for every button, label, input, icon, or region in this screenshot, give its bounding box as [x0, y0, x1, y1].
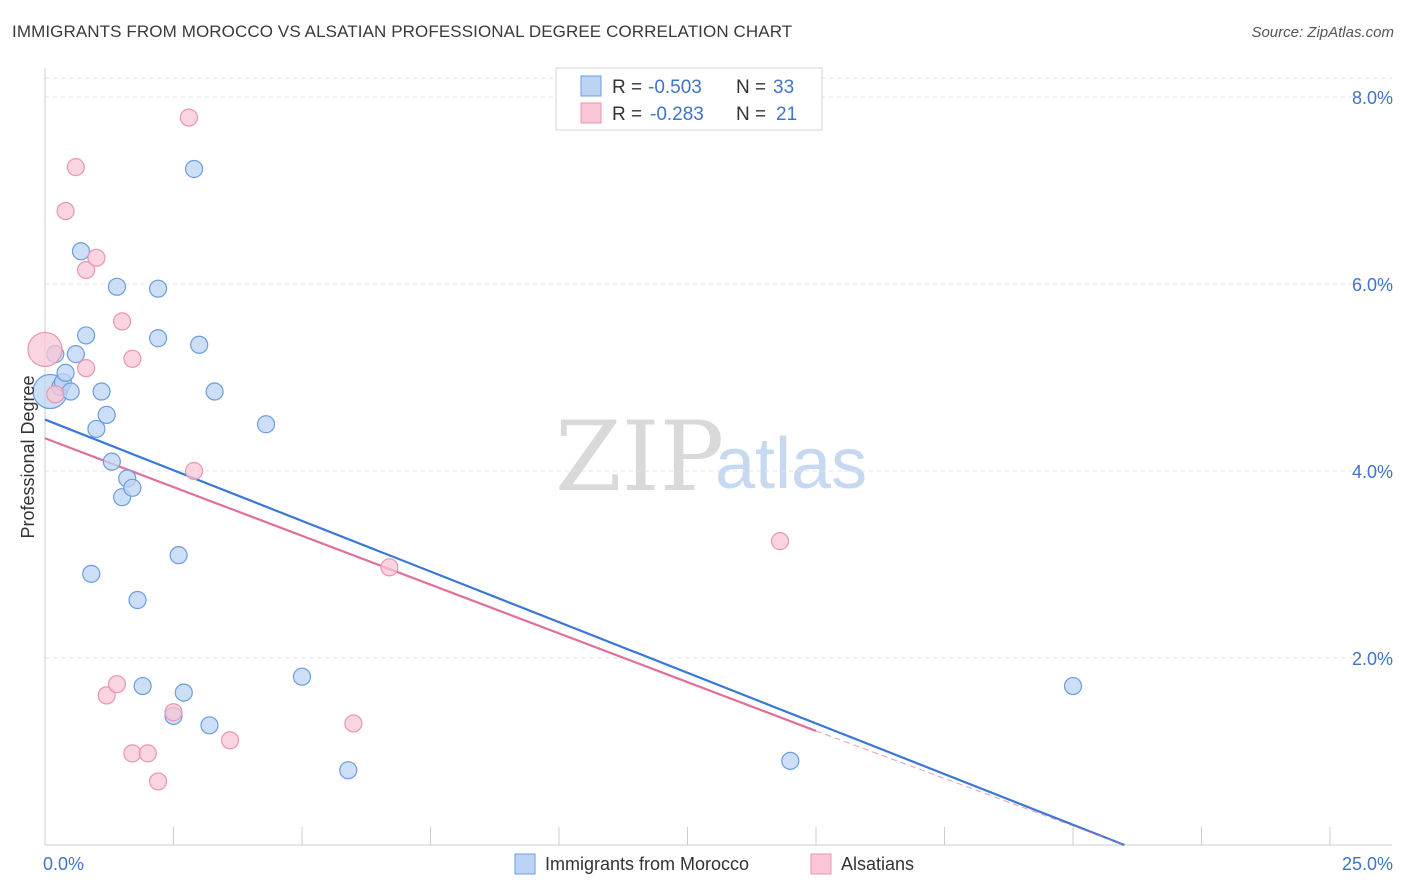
trendline-alsatians	[44, 437, 817, 732]
point-morocco	[292, 667, 312, 686]
point-alsatians	[184, 461, 204, 481]
point-morocco	[77, 326, 96, 345]
point-morocco	[92, 382, 111, 401]
y-tick-label: 2.0%	[1352, 649, 1393, 669]
point-alsatians	[66, 158, 85, 177]
point-alsatians	[179, 108, 199, 127]
grid-lines	[45, 77, 1392, 659]
point-alsatians	[77, 260, 96, 280]
point-alsatians	[107, 675, 127, 694]
point-morocco	[200, 716, 219, 735]
point-morocco	[82, 564, 101, 583]
point-morocco	[123, 478, 142, 497]
x-tick-label-min: 0.0%	[43, 854, 84, 874]
point-morocco	[71, 242, 91, 261]
point-alsatians	[123, 744, 142, 763]
trendline-dashed-alsatians	[815, 730, 1125, 846]
point-morocco	[133, 676, 152, 696]
point-alsatians	[56, 201, 75, 221]
legend-r-label-2: R =	[612, 104, 642, 125]
point-alsatians	[112, 312, 132, 331]
point-morocco	[184, 159, 204, 179]
point-morocco	[190, 335, 209, 354]
point-morocco	[256, 415, 276, 434]
point-alsatians	[164, 703, 183, 722]
point-morocco	[148, 279, 168, 298]
point-alsatians	[344, 714, 363, 733]
tick-labels: 2.0% 4.0% 6.0% 8.0% 0.0% 25.0%	[43, 88, 1393, 874]
point-alsatians	[46, 385, 65, 404]
point-alsatians	[27, 331, 63, 368]
point-alsatians	[77, 359, 96, 378]
point-alsatians	[87, 248, 106, 267]
axes	[44, 68, 1392, 846]
trend-lines	[44, 418, 1125, 847]
point-morocco	[87, 419, 106, 439]
point-alsatians	[148, 772, 168, 791]
point-morocco	[66, 345, 85, 364]
series-label-alsatians: Alsatians	[841, 854, 914, 874]
x-tick-label-max: 25.0%	[1342, 854, 1393, 874]
y-tick-label: 8.0%	[1352, 88, 1393, 108]
point-alsatians	[380, 558, 399, 577]
point-morocco	[781, 751, 800, 770]
point-morocco	[102, 452, 121, 471]
point-morocco	[1063, 676, 1083, 696]
y-axis-label: Professional Degree	[18, 375, 38, 538]
legend-n-value-1: 33	[773, 77, 794, 98]
point-alsatians	[97, 686, 116, 705]
series-swatch-morocco	[514, 853, 536, 875]
series-label-morocco: Immigrants from Morocco	[545, 854, 749, 874]
data-points	[27, 108, 1083, 791]
point-morocco	[56, 363, 75, 382]
point-alsatians	[123, 349, 142, 368]
point-alsatians	[770, 532, 790, 551]
legend-n-label-2: N =	[736, 104, 766, 125]
series-legend: Immigrants from Morocco Alsatians	[514, 853, 914, 875]
chart-source: Source: ZipAtlas.com	[1251, 24, 1394, 41]
trendline-morocco	[44, 418, 1125, 847]
legend-r-label-1: R =	[612, 77, 642, 98]
legend-r-value-2: -0.283	[650, 104, 704, 125]
point-morocco	[107, 277, 127, 296]
watermark-atlas: atlas	[715, 424, 867, 504]
legend-n-value-2: 21	[776, 104, 797, 125]
point-morocco	[97, 405, 116, 424]
point-morocco	[174, 683, 193, 702]
point-alsatians	[138, 744, 157, 763]
legend-swatch-morocco	[580, 75, 602, 97]
point-morocco	[128, 590, 147, 610]
legend-swatch-alsatians	[580, 102, 602, 124]
watermark-zip: ZIP	[555, 401, 724, 513]
point-alsatians	[220, 731, 240, 750]
point-morocco	[339, 761, 358, 780]
point-morocco	[61, 382, 80, 401]
series-swatch-alsatians	[810, 853, 832, 875]
chart-title: IMMIGRANTS FROM MOROCCO VS ALSATIAN PROF…	[12, 22, 793, 41]
legend-r-value-1: -0.503	[648, 77, 702, 98]
point-morocco	[205, 382, 224, 401]
point-morocco	[148, 329, 168, 348]
legend-n-label-1: N =	[736, 77, 766, 98]
y-tick-label: 6.0%	[1352, 275, 1393, 295]
point-morocco	[169, 546, 188, 565]
y-tick-label: 4.0%	[1352, 462, 1393, 482]
correlation-legend: R = -0.503 N = 33 R = -0.283 N = 21	[555, 67, 823, 131]
